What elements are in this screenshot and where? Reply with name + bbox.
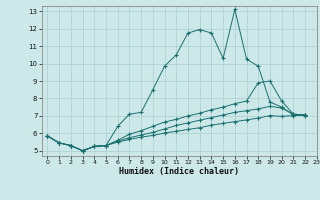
- X-axis label: Humidex (Indice chaleur): Humidex (Indice chaleur): [119, 167, 239, 176]
